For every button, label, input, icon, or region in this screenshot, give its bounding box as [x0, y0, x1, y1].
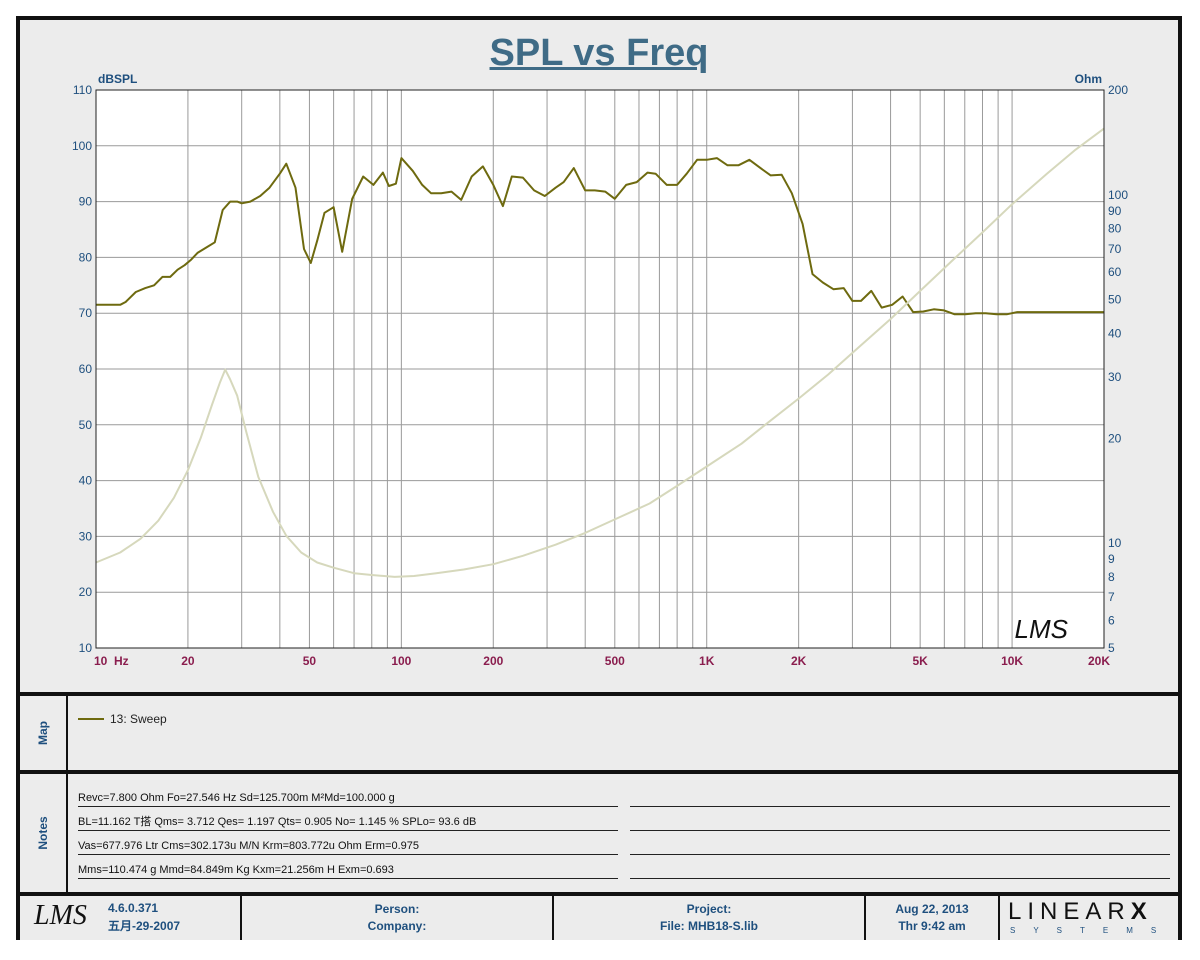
- footer-project-cell: Project: File: MHB18-S.lib: [554, 896, 866, 940]
- y2-tick-label: 60: [1108, 265, 1122, 279]
- x-tick-label: 10K: [1001, 654, 1023, 668]
- footer: LMS 4.6.0.371 五月-29-2007 Person: Company…: [20, 896, 1178, 940]
- y2-tick-labels: 5 6 7 8 9 10 20 30 40 50 60 70 80 90 100 200: [1108, 83, 1128, 655]
- y-axis-label: dBSPL: [98, 72, 137, 86]
- x-tick-label: 200: [483, 654, 503, 668]
- y2-tick-label: 5: [1108, 641, 1115, 655]
- x-tick-label: 20: [181, 654, 195, 668]
- note-blank-line: [630, 814, 1170, 831]
- impedance-curve: [95, 127, 1105, 578]
- y2-tick-label: 80: [1108, 222, 1122, 236]
- y2-tick-label: 70: [1108, 242, 1122, 256]
- y-tick-label: 100: [72, 139, 92, 153]
- divider: [20, 770, 1178, 774]
- y2-tick-label: 90: [1108, 204, 1122, 218]
- legend-entry: 13: Sweep: [78, 712, 167, 726]
- y-tick-label: 20: [79, 585, 93, 599]
- y2-tick-label: 50: [1108, 293, 1122, 307]
- version-date: 五月-29-2007: [108, 919, 181, 933]
- y2-tick-label: 30: [1108, 370, 1122, 384]
- x-tick-labels: 10 Hz 20 50 100 200 500 1K 2K 5K 10K 20K: [94, 654, 1110, 668]
- x-tick-label: 1K: [699, 654, 715, 668]
- y2-tick-label: 40: [1108, 326, 1122, 340]
- y2-tick-label: 8: [1108, 570, 1115, 584]
- y2-tick-label: 7: [1108, 590, 1115, 604]
- spl-curve: [96, 157, 1104, 316]
- x-tick-label: 50: [303, 654, 317, 668]
- chart-title: SPL vs Freq: [489, 32, 709, 74]
- y-tick-label: 30: [79, 529, 93, 543]
- y-tick-label: 110: [73, 83, 92, 97]
- footer-version-cell: LMS 4.6.0.371 五月-29-2007: [20, 896, 242, 940]
- file-label: File: MHB18-S.lib: [659, 919, 758, 933]
- legend-text: 13: Sweep: [110, 712, 167, 726]
- y-tick-label: 10: [79, 641, 93, 655]
- x-tick-label: 500: [605, 654, 625, 668]
- spl-freq-chart: 10 20 30 40 50 60 70 80 90 100 110 5 6 7 8 9 10 20 30 40 50…: [72, 72, 1128, 668]
- y2-tick-label: 10: [1108, 536, 1122, 550]
- date-line: Aug 22, 2013: [895, 902, 969, 916]
- divider: [20, 692, 1178, 696]
- note-blank-line: [630, 790, 1170, 807]
- plot-border: [95, 89, 1105, 649]
- series-layer: [95, 127, 1105, 578]
- x-tick-label: 100: [391, 654, 411, 668]
- note-line: Revc=7.800 Ohm Fo=27.546 Hz Sd=125.700m …: [78, 790, 618, 807]
- notes-label: Notes: [36, 816, 50, 850]
- x-tick-label: 5K: [912, 654, 928, 668]
- y-tick-label: 70: [79, 306, 93, 320]
- report-frame: SPL vs Freq 10 20 30 40 50 60 70 80 90 100 110 5 6 7…: [16, 16, 1182, 940]
- footer-logo: LMS: [34, 900, 87, 931]
- note-line: Vas=677.976 Ltr Cms=302.173u M/N Krm=803…: [78, 838, 618, 855]
- y-tick-label: 60: [79, 362, 93, 376]
- y-tick-label: 50: [79, 418, 93, 432]
- time-line: Thr 9:42 am: [898, 919, 966, 933]
- note-line: Mms=110.474 g Mmd=84.849m Kg Kxm=21.256m…: [78, 862, 618, 879]
- y-tick-label: 40: [79, 474, 93, 488]
- y2-tick-label: 20: [1108, 431, 1122, 445]
- footer-date-cell: Aug 22, 2013 Thr 9:42 am: [866, 896, 1000, 940]
- project-label: Project:: [686, 902, 732, 916]
- y2-axis-label: Ohm: [1075, 72, 1102, 86]
- footer-brand-cell: LINEARX SYSTEMS: [1000, 896, 1178, 940]
- footer-person-cell: Person: Company:: [242, 896, 554, 940]
- y-tick-label: 90: [79, 195, 93, 209]
- note-blank-line: [630, 862, 1170, 879]
- map-section: Map 13: Sweep: [20, 696, 1178, 770]
- note-blank-line: [630, 838, 1170, 855]
- y2-tick-label: 9: [1108, 552, 1115, 566]
- brand-logo: LINEARX: [1008, 898, 1147, 926]
- notes-section: Notes Revc=7.800 Ohm Fo=27.546 Hz Sd=125…: [20, 774, 1178, 892]
- y-tick-label: 80: [79, 250, 93, 264]
- note-line: BL=11.162 T搭 Qms= 3.712 Qes= 1.197 Qts= …: [78, 814, 618, 831]
- map-label: Map: [36, 721, 50, 745]
- x-tick-label: 2K: [791, 654, 807, 668]
- company-label: Company:: [367, 919, 427, 933]
- notes-side-label: Notes: [20, 774, 68, 892]
- y2-tick-label: 200: [1108, 83, 1128, 97]
- brand-x: X: [1130, 898, 1147, 925]
- y2-tick-label: 100: [1108, 188, 1128, 202]
- brand-sub: SYSTEMS: [1010, 926, 1175, 935]
- map-side-label: Map: [20, 696, 68, 770]
- grid-lines: [96, 90, 1104, 648]
- y2-tick-label: 6: [1108, 613, 1115, 627]
- divider: [20, 892, 1178, 896]
- y-tick-labels: 10 20 30 40 50 60 70 80 90 100 110: [72, 83, 92, 655]
- legend-swatch: [78, 718, 104, 720]
- version-text: 4.6.0.371: [108, 901, 159, 915]
- person-label: Person:: [374, 902, 420, 916]
- lms-watermark: LMS: [1015, 614, 1069, 644]
- x-tick-label: 20K: [1088, 654, 1110, 668]
- brand-main: LINEAR: [1008, 898, 1131, 925]
- chart-panel: SPL vs Freq 10 20 30 40 50 60 70 80 90 100 110 5 6 7…: [20, 20, 1178, 696]
- x-tick-label: 10 Hz: [94, 654, 129, 668]
